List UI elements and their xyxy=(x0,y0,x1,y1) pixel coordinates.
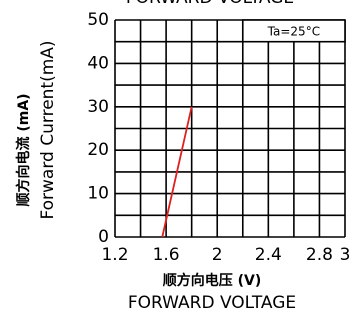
x-axis-label: FORWARD VOLTAGE xyxy=(128,293,296,313)
x-axis-label-cn: 顺方向电压 (V) xyxy=(163,272,262,289)
x-tick-label: 2 xyxy=(212,245,223,265)
x-tick-label: 1.2 xyxy=(101,245,128,265)
x-tick-label: 2.8 xyxy=(306,245,333,265)
y-tick-label: 0 xyxy=(98,227,109,247)
annotation-box xyxy=(241,19,346,43)
y-tick-label: 20 xyxy=(87,140,109,160)
y-tick-label: 10 xyxy=(87,184,109,204)
y-axis-label: Forward Current(mA) xyxy=(38,40,58,219)
chart-title: FORWARD VOLTAGE xyxy=(126,0,294,8)
x-tick-label: 1.6 xyxy=(153,245,180,265)
y-tick-label: 50 xyxy=(87,10,109,30)
x-tick-label: 3 xyxy=(340,245,350,265)
y-tick-label: 30 xyxy=(87,97,109,117)
y-axis-label-cn: 顺方向电流 (mA) xyxy=(15,93,32,206)
data-line xyxy=(161,106,193,238)
x-tick-label: 2.4 xyxy=(255,245,282,265)
annotation: Ta=25°C xyxy=(267,24,320,38)
y-tick-label: 40 xyxy=(87,53,109,73)
